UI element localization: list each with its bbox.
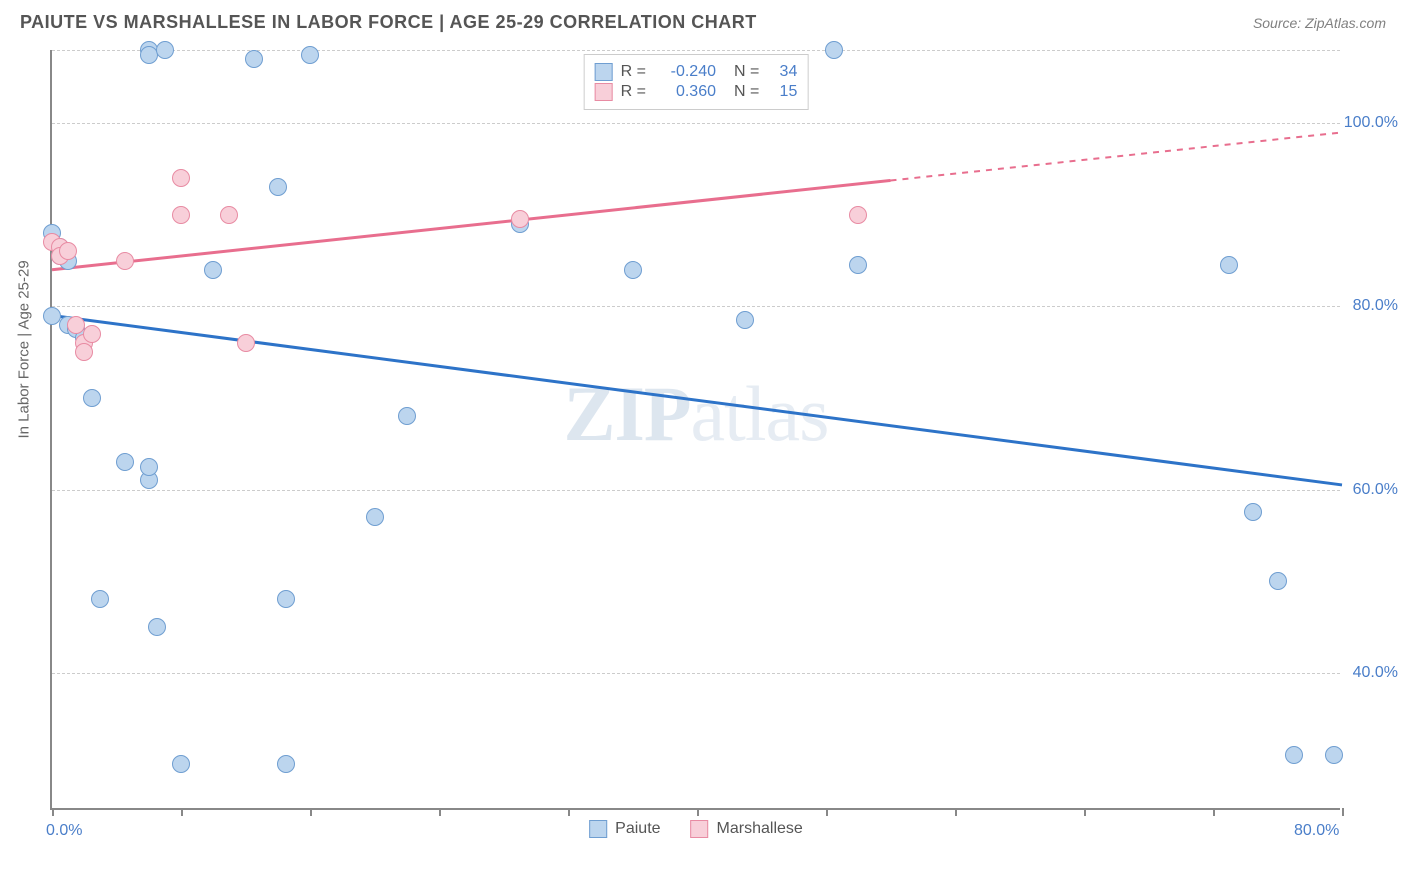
data-point bbox=[366, 508, 384, 526]
data-point bbox=[172, 755, 190, 773]
series-legend: Paiute Marshallese bbox=[589, 820, 803, 838]
x-tick bbox=[439, 808, 441, 816]
gridline bbox=[52, 123, 1340, 124]
gridline bbox=[52, 490, 1340, 491]
data-point bbox=[172, 169, 190, 187]
legend-n-value: 15 bbox=[767, 83, 797, 101]
legend-label: Paiute bbox=[615, 820, 660, 838]
data-point bbox=[849, 206, 867, 224]
gridline bbox=[52, 673, 1340, 674]
legend-r-value: 0.360 bbox=[654, 83, 716, 101]
data-point bbox=[43, 307, 61, 325]
y-tick-label: 100.0% bbox=[1344, 114, 1398, 132]
legend-item: Marshallese bbox=[691, 820, 803, 838]
data-point bbox=[83, 389, 101, 407]
legend-r-label: R = bbox=[621, 83, 646, 101]
trend-lines-layer bbox=[52, 50, 1342, 810]
x-tick-label: 0.0% bbox=[46, 822, 82, 840]
legend-swatch bbox=[595, 83, 613, 101]
data-point bbox=[624, 261, 642, 279]
chart-container: In Labor Force | Age 25-29 ZIPatlas R =-… bbox=[50, 50, 1390, 840]
data-point bbox=[59, 242, 77, 260]
data-point bbox=[277, 755, 295, 773]
x-tick bbox=[826, 808, 828, 816]
data-point bbox=[269, 178, 287, 196]
chart-title: PAIUTE VS MARSHALLESE IN LABOR FORCE | A… bbox=[20, 12, 757, 33]
data-point bbox=[736, 311, 754, 329]
legend-n-value: 34 bbox=[767, 63, 797, 81]
y-axis-label: In Labor Force | Age 25-29 bbox=[16, 260, 33, 438]
data-point bbox=[1244, 503, 1262, 521]
data-point bbox=[140, 458, 158, 476]
x-tick bbox=[955, 808, 957, 816]
legend-swatch bbox=[589, 820, 607, 838]
y-tick-label: 40.0% bbox=[1353, 664, 1398, 682]
gridline bbox=[52, 50, 1340, 51]
data-point bbox=[1220, 256, 1238, 274]
data-point bbox=[148, 618, 166, 636]
gridline bbox=[52, 306, 1340, 307]
data-point bbox=[1269, 572, 1287, 590]
data-point bbox=[172, 206, 190, 224]
data-point bbox=[1285, 746, 1303, 764]
x-tick bbox=[310, 808, 312, 816]
data-point bbox=[245, 50, 263, 68]
legend-item: Paiute bbox=[589, 820, 660, 838]
data-point bbox=[398, 407, 416, 425]
data-point bbox=[204, 261, 222, 279]
x-tick-label: 80.0% bbox=[1294, 822, 1339, 840]
y-tick-label: 60.0% bbox=[1353, 481, 1398, 499]
x-tick bbox=[52, 808, 54, 816]
legend-swatch bbox=[595, 63, 613, 81]
data-point bbox=[116, 252, 134, 270]
data-point bbox=[75, 343, 93, 361]
data-point bbox=[301, 46, 319, 64]
x-tick bbox=[1213, 808, 1215, 816]
data-point bbox=[220, 206, 238, 224]
data-point bbox=[156, 41, 174, 59]
data-point bbox=[1325, 746, 1343, 764]
legend-r-value: -0.240 bbox=[654, 63, 716, 81]
legend-row: R = -0.240 N = 34 bbox=[595, 63, 798, 81]
data-point bbox=[825, 41, 843, 59]
trend-line-extrapolated bbox=[891, 132, 1343, 180]
x-tick bbox=[697, 808, 699, 816]
x-tick bbox=[181, 808, 183, 816]
legend-swatch bbox=[691, 820, 709, 838]
x-tick bbox=[568, 808, 570, 816]
legend-n-label: N = bbox=[734, 63, 759, 81]
y-tick-label: 80.0% bbox=[1353, 297, 1398, 315]
data-point bbox=[83, 325, 101, 343]
data-point bbox=[91, 590, 109, 608]
data-point bbox=[67, 316, 85, 334]
legend-label: Marshallese bbox=[717, 820, 803, 838]
data-point bbox=[277, 590, 295, 608]
data-point bbox=[511, 210, 529, 228]
data-point bbox=[849, 256, 867, 274]
legend-row: R = 0.360 N = 15 bbox=[595, 83, 798, 101]
chart-source: Source: ZipAtlas.com bbox=[1253, 15, 1386, 31]
trend-line bbox=[52, 180, 891, 269]
data-point bbox=[237, 334, 255, 352]
legend-r-label: R = bbox=[621, 63, 646, 81]
legend-n-label: N = bbox=[734, 83, 759, 101]
x-tick bbox=[1342, 808, 1344, 816]
plot-area: ZIPatlas R =-0.240N =34R =0.360N =15 Pai… bbox=[50, 50, 1340, 810]
x-tick bbox=[1084, 808, 1086, 816]
correlation-legend: R = -0.240 N = 34 R = 0.360 N = 15 bbox=[584, 54, 809, 110]
data-point bbox=[116, 453, 134, 471]
